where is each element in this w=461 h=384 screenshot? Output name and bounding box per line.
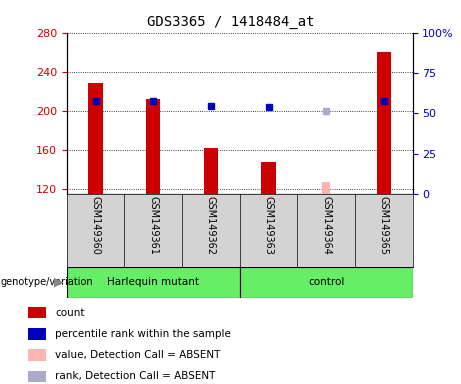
Text: GSM149364: GSM149364 [321,196,331,255]
Bar [28,328,46,339]
Text: count: count [55,308,85,318]
Text: GSM149365: GSM149365 [379,196,389,255]
Text: GSM149362: GSM149362 [206,196,216,255]
Text: control: control [308,277,344,287]
Text: GDS3365 / 1418484_at: GDS3365 / 1418484_at [147,15,314,29]
Bar [377,52,391,194]
Bar [67,267,240,298]
Bar [28,349,46,361]
Bar [28,371,46,382]
Text: rank, Detection Call = ABSENT: rank, Detection Call = ABSENT [55,371,216,381]
Text: ▶: ▶ [54,276,64,289]
Bar [146,99,160,194]
Text: Harlequin mutant: Harlequin mutant [107,277,199,287]
Text: genotype/variation: genotype/variation [1,277,94,287]
Text: GSM149361: GSM149361 [148,196,158,255]
Text: percentile rank within the sample: percentile rank within the sample [55,329,231,339]
Bar [28,307,46,318]
Bar [89,83,103,194]
Bar [204,148,218,194]
Bar [240,267,413,298]
Text: GSM149363: GSM149363 [264,196,273,255]
Bar [322,182,331,194]
Bar [261,162,276,194]
Text: GSM149360: GSM149360 [91,196,100,255]
Text: value, Detection Call = ABSENT: value, Detection Call = ABSENT [55,350,221,360]
